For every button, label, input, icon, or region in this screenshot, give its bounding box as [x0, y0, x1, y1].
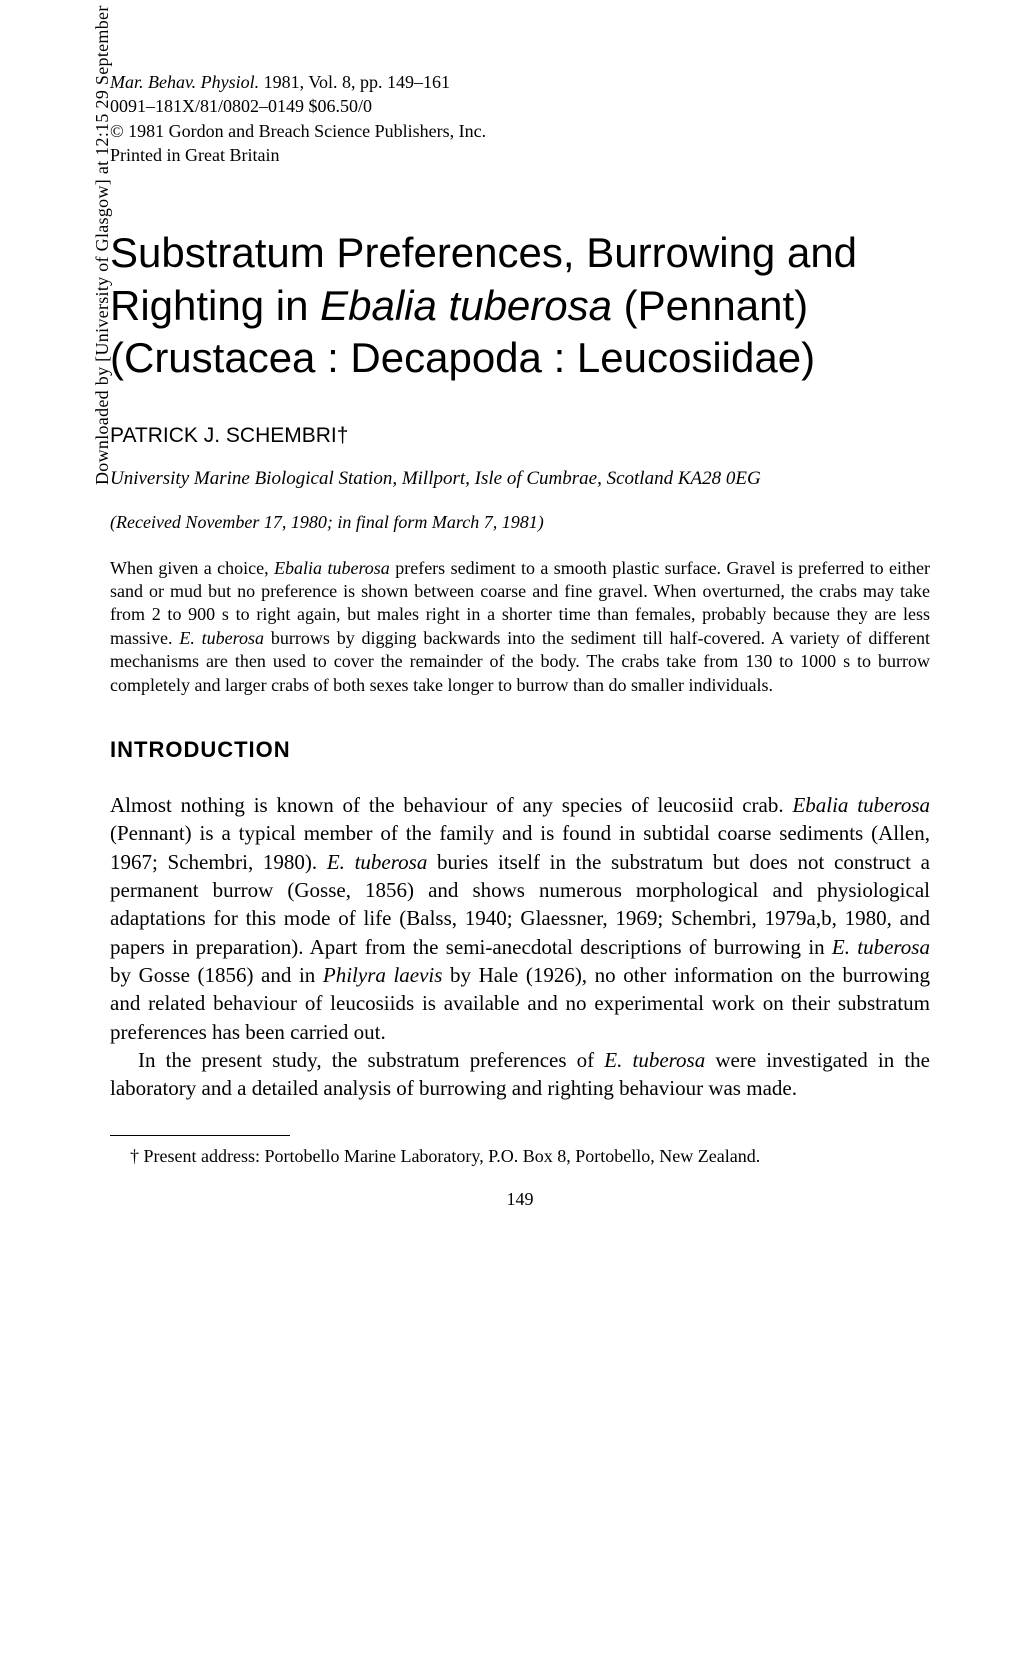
section-heading-introduction: INTRODUCTION [110, 737, 930, 763]
body-paragraph-2: In the present study, the substratum pre… [110, 1046, 930, 1103]
body-text-1a: Almost nothing is known of the behaviour… [110, 793, 792, 817]
journal-issn: 0091–181X/81/0802–0149 $06.50/0 [110, 94, 930, 118]
body-paragraph-1: Almost nothing is known of the behaviour… [110, 791, 930, 1046]
body-species-3: E. tuberosa [832, 935, 930, 959]
body-text-1d: by Gosse (1856) and in [110, 963, 323, 987]
abstract-species-1: Ebalia tuberosa [274, 558, 390, 578]
page-number: 149 [110, 1189, 930, 1210]
article-title: Substratum Preferences, Burrowing and Ri… [110, 227, 930, 385]
body-text: Almost nothing is known of the behaviour… [110, 791, 930, 1103]
body-species-4: Philyra laevis [323, 963, 443, 987]
body-text-2a: In the present study, the substratum pre… [138, 1048, 604, 1072]
footnote: † Present address: Portobello Marine Lab… [110, 1146, 930, 1167]
author-line: PATRICK J. SCHEMBRI† [110, 423, 930, 448]
journal-copyright: © 1981 Gordon and Breach Science Publish… [110, 119, 930, 143]
author-name: PATRICK J. SCHEMBRI† [110, 424, 348, 447]
affiliation: University Marine Biological Station, Mi… [110, 468, 930, 490]
abstract: When given a choice, Ebalia tuberosa pre… [110, 557, 930, 697]
journal-info: Mar. Behav. Physiol. 1981, Vol. 8, pp. 1… [110, 70, 930, 167]
download-watermark: Downloaded by [University of Glasgow] at… [92, 0, 113, 485]
abstract-species-2: E. tuberosa [179, 628, 264, 648]
footnote-rule [110, 1135, 290, 1136]
body-species-1: Ebalia tuberosa [792, 793, 930, 817]
journal-printed: Printed in Great Britain [110, 143, 930, 167]
journal-name: Mar. Behav. Physiol. [110, 72, 259, 92]
body-species-5: E. tuberosa [604, 1048, 705, 1072]
journal-line-1: Mar. Behav. Physiol. 1981, Vol. 8, pp. 1… [110, 70, 930, 94]
title-species: Ebalia tuberosa [320, 282, 612, 329]
abstract-text-1: When given a choice, [110, 558, 274, 578]
received-dates: (Received November 17, 1980; in final fo… [110, 512, 930, 533]
journal-volume: 1981, Vol. 8, pp. 149–161 [259, 72, 450, 92]
body-species-2: E. tuberosa [327, 850, 427, 874]
